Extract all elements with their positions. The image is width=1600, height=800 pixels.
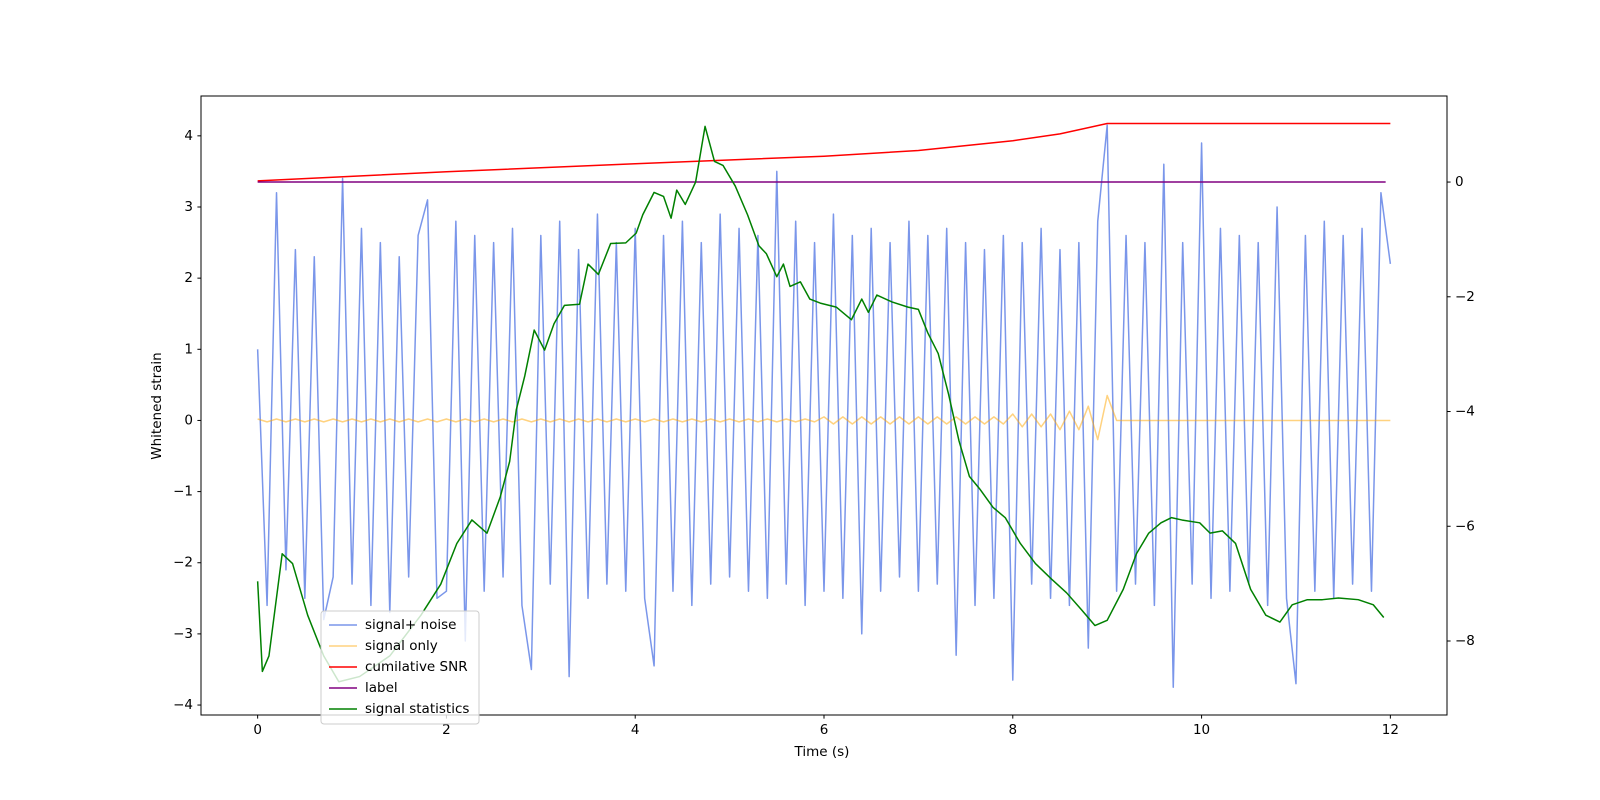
y2-tick-label: 0	[1455, 174, 1464, 190]
legend-label: signal only	[365, 638, 438, 654]
x-tick-label: 12	[1382, 722, 1399, 738]
y2-tick-label: −8	[1455, 633, 1475, 649]
y-axis-label: Whitened strain	[149, 352, 165, 459]
x-tick-label: 6	[820, 722, 829, 738]
legend-box	[320, 610, 480, 725]
y-tick-label: 4	[184, 128, 193, 144]
y2-tick-label: −6	[1455, 518, 1475, 534]
y-tick-label: 0	[184, 412, 193, 428]
x-tick-label: 10	[1193, 722, 1210, 738]
y-tick-label: 1	[184, 341, 193, 357]
x-tick-label: 4	[631, 722, 640, 738]
x-axis-label: Time (s)	[794, 744, 850, 760]
y-tick-label: −4	[173, 697, 193, 713]
x-tick-label: 8	[1008, 722, 1017, 738]
y-tick-label: 3	[184, 199, 193, 215]
series-line	[257, 394, 1391, 441]
legend-label: cumilative SNR	[365, 659, 468, 675]
legend-label: signal+ noise	[365, 617, 456, 633]
y-tick-label: −1	[173, 484, 193, 500]
series-line	[256, 124, 1392, 688]
legend-label: signal statistics	[365, 701, 469, 717]
y-tick-label: −2	[173, 555, 193, 571]
y2-tick-label: −4	[1455, 404, 1475, 420]
x-tick-label: 2	[442, 722, 451, 738]
series-line	[256, 125, 1385, 683]
x-tick-label: 0	[253, 722, 262, 738]
legend-label: label	[365, 680, 398, 696]
series-line	[257, 122, 1391, 182]
y-tick-label: −3	[173, 626, 193, 642]
y2-tick-label: −2	[1455, 289, 1475, 305]
y-tick-label: 2	[184, 270, 193, 286]
legend: signal+ noise signal only cumilative SNR la…	[320, 610, 480, 725]
